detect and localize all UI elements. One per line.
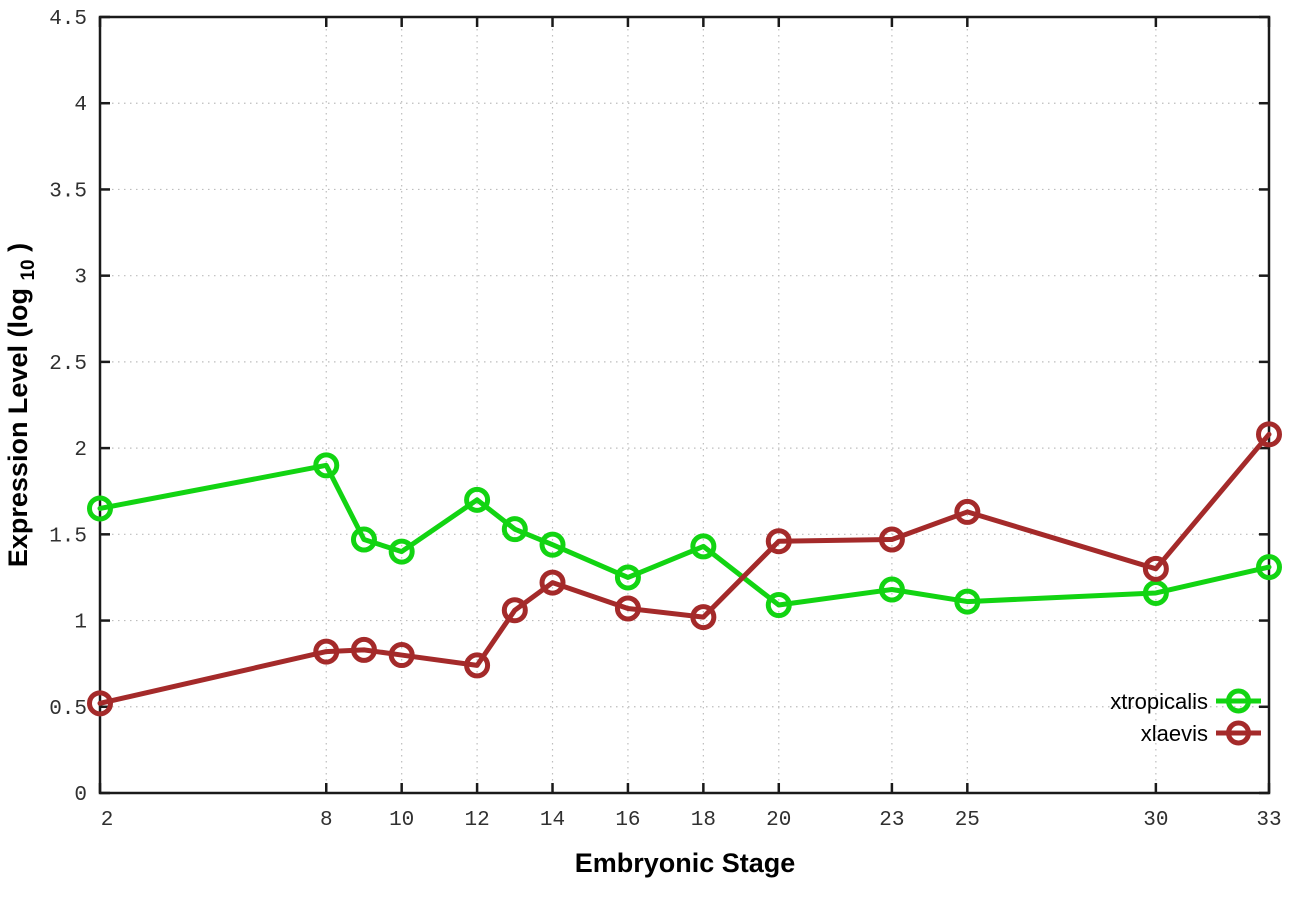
x-axis-title: Embryonic Stage [575, 848, 796, 878]
x-tick-label: 16 [615, 809, 640, 832]
y-axis-title-subscript: 10 [18, 259, 39, 280]
y-axis-title: Expression Level (log 10 ) [3, 243, 40, 567]
data-point-xlaevis [87, 690, 113, 717]
data-point-xlaevis [954, 498, 981, 525]
data-point-xlaevis [614, 595, 641, 622]
x-tick-label: 8 [320, 809, 333, 832]
data-point-xtropicalis [765, 592, 792, 619]
data-point-xtropicalis [501, 516, 528, 543]
data-point-xtropicalis [614, 564, 641, 591]
y-axis-title-close: ) [3, 243, 33, 252]
y-tick-label: 1 [74, 612, 87, 635]
data-point-xtropicalis [539, 531, 566, 558]
data-point-xlaevis [501, 597, 528, 624]
y-tick-label: 4.5 [49, 8, 87, 31]
x-tick-label: 10 [389, 809, 414, 832]
y-tick-label: 2 [74, 439, 87, 462]
y-tick-label: 3.5 [49, 180, 87, 203]
x-tick-label: 25 [955, 809, 980, 832]
data-point-xtropicalis [878, 576, 905, 603]
y-tick-label: 0.5 [49, 698, 87, 721]
legend: xtropicalis xlaevis [1110, 688, 1261, 746]
data-point-xlaevis [313, 638, 340, 665]
x-tick-label: 14 [540, 809, 565, 832]
data-point-xlaevis [464, 652, 491, 679]
data-point-xtropicalis [350, 526, 377, 553]
axis-ticks [98, 15, 1271, 795]
plot-border [98, 15, 1271, 795]
data-series [87, 421, 1282, 717]
x-tick-label: 30 [1143, 809, 1168, 832]
series-line-xtropicalis [97, 462, 1272, 608]
y-tick-label: 3 [74, 267, 87, 290]
y-tick-label: 1.5 [49, 525, 87, 548]
data-point-xlaevis [1256, 421, 1282, 448]
data-point-xlaevis [1142, 555, 1169, 582]
data-point-xtropicalis [690, 533, 717, 560]
x-tick-label: 20 [766, 809, 791, 832]
data-point-xlaevis [765, 528, 792, 555]
legend-label-xlaevis: xlaevis [1141, 721, 1208, 746]
grid-lines [100, 17, 1269, 793]
data-point-xlaevis [388, 642, 415, 669]
data-point-xlaevis [878, 526, 905, 553]
y-tick-label: 0 [74, 784, 87, 807]
data-point-xtropicalis [464, 486, 491, 513]
x-tick-label: 18 [691, 809, 716, 832]
legend-sample-marker [1226, 720, 1251, 746]
data-point-xlaevis [350, 636, 377, 663]
data-point-xlaevis [690, 604, 717, 631]
series-xlaevis [87, 421, 1282, 717]
y-tick-label: 2.5 [49, 353, 87, 376]
x-tick-label: 23 [879, 809, 904, 832]
data-point-xtropicalis [1256, 554, 1282, 581]
series-line-xlaevis [97, 431, 1272, 706]
data-point-xtropicalis [313, 452, 340, 479]
data-point-xtropicalis [388, 538, 415, 565]
series-xtropicalis [87, 452, 1282, 619]
x-tick-label: 33 [1256, 809, 1281, 832]
legend-entry-xtropicalis: xtropicalis [1110, 688, 1261, 714]
x-tick-label: 12 [464, 809, 489, 832]
legend-entry-xlaevis: xlaevis [1141, 720, 1261, 746]
tick-labels: 2 8 10 12 14 16 18 20 23 25 30 33 0 0.5 1 1.5 2 2.5 3 3.5 4 4… [49, 8, 1281, 832]
data-point-xtropicalis [1142, 579, 1169, 606]
y-axis-title-main: Expression Level (log [3, 288, 33, 567]
y-tick-label: 4 [74, 94, 87, 117]
legend-label-xtropicalis: xtropicalis [1110, 689, 1208, 714]
data-point-xtropicalis [87, 495, 113, 522]
data-point-xtropicalis [954, 588, 981, 615]
legend-sample-marker [1226, 688, 1251, 714]
data-point-xlaevis [539, 569, 566, 596]
x-tick-label: 2 [101, 809, 114, 832]
